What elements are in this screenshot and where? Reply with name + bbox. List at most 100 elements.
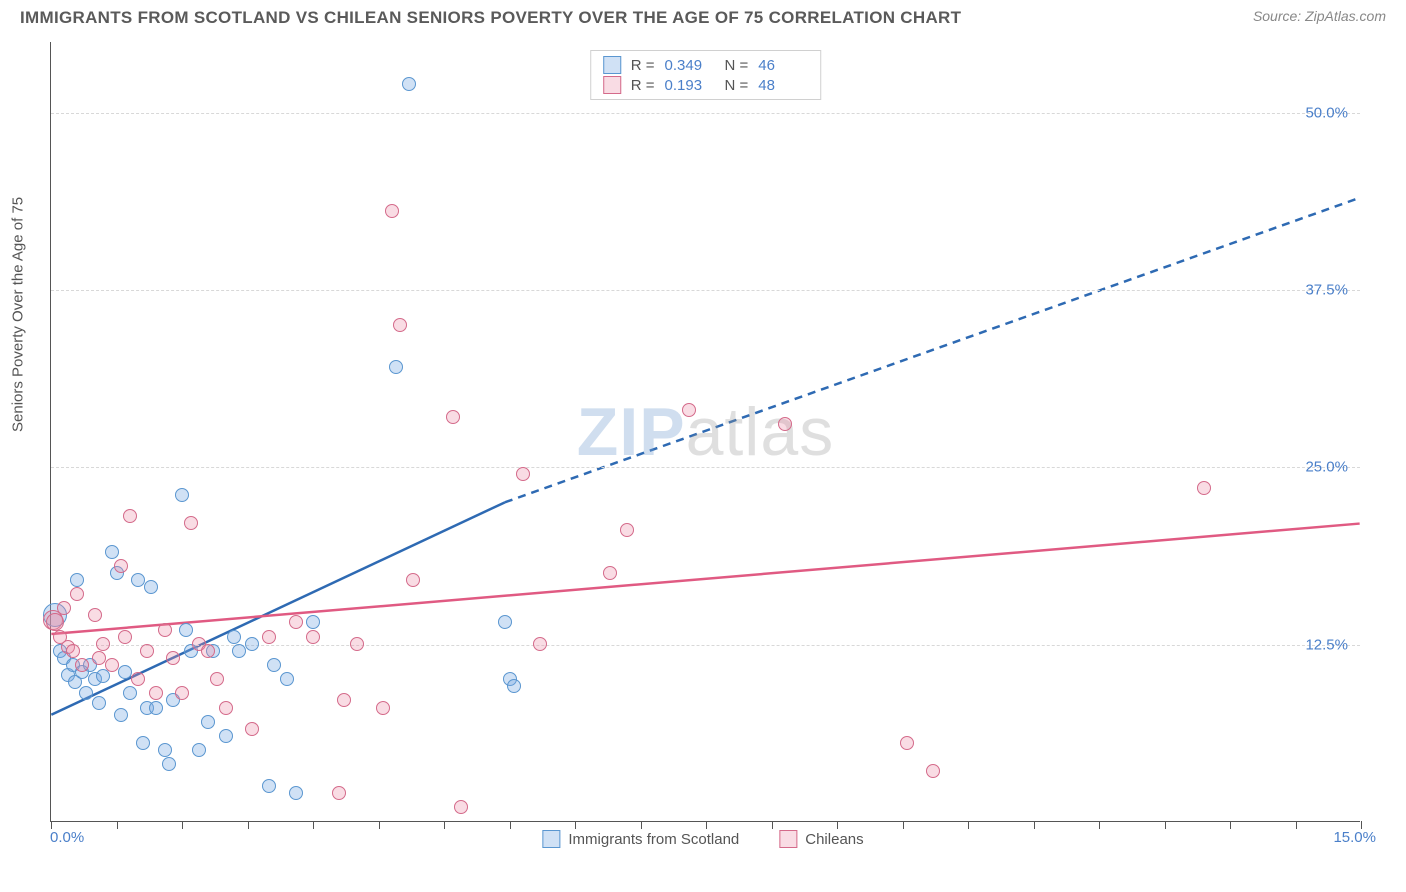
r-label: R = <box>631 77 655 94</box>
n-value: 48 <box>758 77 808 94</box>
data-point-scotland <box>306 615 320 629</box>
data-point-chileans <box>406 573 420 587</box>
x-tick <box>444 821 445 829</box>
x-tick <box>575 821 576 829</box>
data-point-chileans <box>262 630 276 644</box>
data-point-chileans <box>682 403 696 417</box>
x-tick <box>1361 821 1362 829</box>
data-point-scotland <box>136 736 150 750</box>
data-point-chileans <box>118 630 132 644</box>
n-label: N = <box>725 77 749 94</box>
data-point-chileans <box>75 658 89 672</box>
data-point-scotland <box>179 623 193 637</box>
data-point-scotland <box>402 77 416 91</box>
data-point-chileans <box>446 410 460 424</box>
data-point-scotland <box>149 701 163 715</box>
stats-row-scotland: R =0.349N =46 <box>603 55 809 75</box>
data-point-scotland <box>131 573 145 587</box>
legend-swatch <box>603 56 621 74</box>
data-point-scotland <box>114 708 128 722</box>
data-point-chileans <box>140 644 154 658</box>
watermark: ZIPatlas <box>577 393 834 471</box>
x-tick <box>903 821 904 829</box>
data-point-chileans <box>306 630 320 644</box>
data-point-chileans <box>166 651 180 665</box>
data-point-scotland <box>175 488 189 502</box>
data-point-scotland <box>118 665 132 679</box>
x-tick <box>313 821 314 829</box>
stats-row-chileans: R = 0.193 N = 48 <box>603 75 809 95</box>
data-point-chileans <box>620 523 634 537</box>
gridline <box>51 113 1360 114</box>
x-tick <box>1230 821 1231 829</box>
chart-area: Seniors Poverty Over the Age of 75 ZIPat… <box>0 32 1406 874</box>
data-point-scotland <box>227 630 241 644</box>
watermark-zip: ZIP <box>577 394 686 470</box>
data-point-chileans <box>289 615 303 629</box>
data-point-scotland <box>232 644 246 658</box>
x-tick <box>837 821 838 829</box>
data-point-chileans <box>332 786 346 800</box>
x-tick <box>1165 821 1166 829</box>
data-point-chileans <box>105 658 119 672</box>
data-point-chileans <box>96 637 110 651</box>
data-point-scotland <box>162 757 176 771</box>
x-tick <box>1296 821 1297 829</box>
data-point-chileans <box>926 764 940 778</box>
data-point-chileans <box>533 637 547 651</box>
y-tick-label: 37.5% <box>1305 282 1348 299</box>
data-point-scotland <box>245 637 259 651</box>
x-tick <box>706 821 707 829</box>
gridline <box>51 467 1360 468</box>
legend-label: Chileans <box>805 831 863 848</box>
correlation-stats-box: R =0.349N =46R =0.193N =48 <box>590 50 822 100</box>
x-tick <box>182 821 183 829</box>
data-point-scotland <box>79 686 93 700</box>
data-point-chileans <box>337 693 351 707</box>
data-point-scotland <box>389 360 403 374</box>
data-point-scotland <box>192 743 206 757</box>
plot-region: ZIPatlas R =0.349N =46R =0.193N =48 12.5… <box>50 42 1360 822</box>
data-point-chileans <box>778 417 792 431</box>
watermark-atlas: atlas <box>686 394 835 470</box>
legend-swatch <box>542 830 560 848</box>
legend-swatch <box>603 76 621 94</box>
legend-item-scotland: Immigrants from Scotland <box>542 830 739 848</box>
data-point-chileans <box>201 644 215 658</box>
chart-title: IMMIGRANTS FROM SCOTLAND VS CHILEAN SENI… <box>20 8 961 28</box>
data-point-chileans <box>219 701 233 715</box>
x-tick <box>379 821 380 829</box>
x-tick <box>641 821 642 829</box>
data-point-chileans <box>350 637 364 651</box>
x-tick <box>510 821 511 829</box>
x-tick <box>117 821 118 829</box>
y-tick-label: 12.5% <box>1305 636 1348 653</box>
legend-label: Immigrants from Scotland <box>568 831 739 848</box>
data-point-scotland <box>70 573 84 587</box>
x-tick <box>968 821 969 829</box>
bottom-legend: Immigrants from Scotland Chileans <box>542 830 863 848</box>
data-point-scotland <box>498 615 512 629</box>
data-point-scotland <box>201 715 215 729</box>
data-point-scotland <box>96 669 110 683</box>
r-value: 0.349 <box>665 57 715 74</box>
data-point-chileans <box>149 686 163 700</box>
trendlines-layer <box>51 42 1360 821</box>
data-point-chileans <box>603 566 617 580</box>
r-label: R = <box>631 57 655 74</box>
data-point-chileans <box>66 644 80 658</box>
r-value: 0.193 <box>665 77 715 94</box>
data-point-scotland <box>105 545 119 559</box>
data-point-chileans <box>57 601 71 615</box>
data-point-scotland <box>289 786 303 800</box>
x-axis-max-label: 15.0% <box>1333 829 1376 846</box>
gridline <box>51 290 1360 291</box>
x-tick <box>51 821 52 829</box>
data-point-chileans <box>385 204 399 218</box>
y-tick-label: 50.0% <box>1305 104 1348 121</box>
data-point-chileans <box>175 686 189 700</box>
x-tick <box>1034 821 1035 829</box>
data-point-scotland <box>123 686 137 700</box>
data-point-scotland <box>267 658 281 672</box>
y-axis-label: Seniors Poverty Over the Age of 75 <box>10 197 27 432</box>
